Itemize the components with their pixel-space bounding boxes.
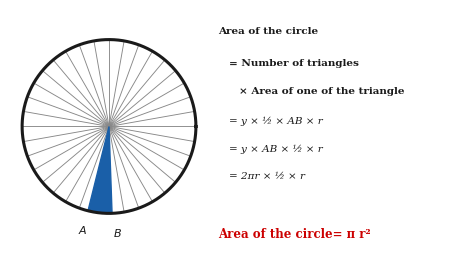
Polygon shape xyxy=(88,126,112,213)
Text: A: A xyxy=(79,226,87,236)
Text: = y × ½ × AB × r: = y × ½ × AB × r xyxy=(229,117,323,126)
Text: × Area of one of the triangle: × Area of one of the triangle xyxy=(239,87,405,96)
Text: Area of the circle= π r²: Area of the circle= π r² xyxy=(219,228,371,240)
Text: = Number of triangles: = Number of triangles xyxy=(229,59,359,68)
Text: Area of the circle: Area of the circle xyxy=(219,27,319,36)
Text: = 2πr × ½ × r: = 2πr × ½ × r xyxy=(229,172,305,181)
Text: B: B xyxy=(113,229,121,239)
Text: = y × AB × ½ × r: = y × AB × ½ × r xyxy=(229,144,323,153)
